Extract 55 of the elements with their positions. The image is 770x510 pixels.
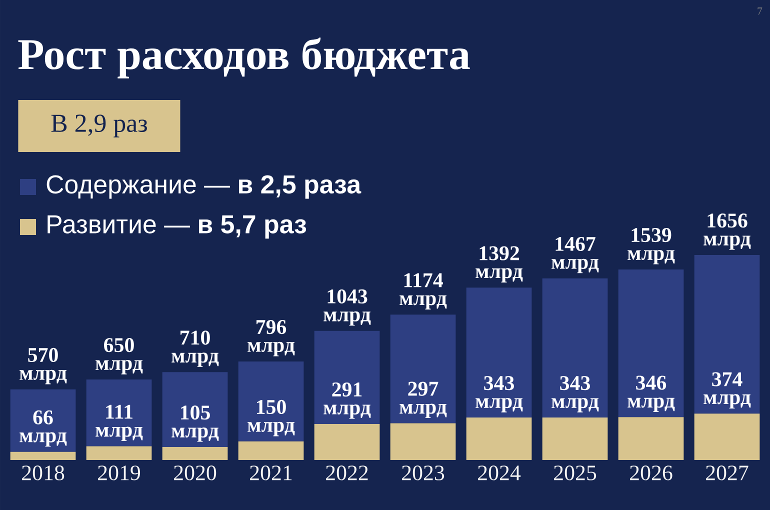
bar [314,424,380,460]
data-label: 343 млрд [552,376,599,412]
data-label: 374 млрд [704,372,751,408]
x-tick-label: 2026 [630,466,672,480]
data-label: 346 млрд [628,376,675,412]
total-label: 1467 млрд [552,236,599,274]
x-tick-label: 2027 [706,466,748,480]
total-label: 1539 млрд [628,228,675,264]
bar [86,380,152,446]
bar [10,452,76,460]
bar [618,269,684,418]
bar [542,418,608,460]
bar [694,414,760,460]
data-label: 105 млрд [172,405,219,442]
data-label: 66 млрд [20,410,67,447]
bar [618,417,684,460]
x-tick-label: 2018 [22,466,64,480]
legend-label: Развитие — в 5,7 раз [48,215,306,239]
data-label: 111 млрд [96,404,143,442]
bar [162,446,228,460]
data-label: 343 млрд [476,376,523,412]
x-tick-label: 2019 [98,466,140,480]
x-tick-label: 2020 [174,466,216,480]
x-tick-label: 2021 [250,466,292,480]
bar [162,372,228,447]
bar [314,330,380,424]
bar [466,288,532,418]
bar [694,254,760,414]
total-label: 570 млрд [20,348,67,384]
data-label: 291 млрд [324,382,371,419]
x-tick-label: 2025 [554,466,596,480]
x-tick-label: 2022 [326,466,368,480]
bar [390,314,456,424]
bar [390,423,456,460]
total-label: 796 млрд [248,320,295,356]
bar [238,361,304,442]
x-tick-label: 2024 [478,466,521,480]
bar [542,278,608,418]
total-label: 710 млрд [172,330,219,367]
bar [238,441,304,460]
chart-title: Рост расходов бюджета [18,38,470,78]
total-label: 650 млрд [96,338,143,374]
text: 7 [758,8,762,15]
data-label: 297 млрд [400,382,447,418]
total-label: 1043 млрд [324,289,371,326]
total-label: 1174 млрд [400,273,447,310]
chart-subtitle: В 2,9 раз [51,114,147,138]
bar [466,418,532,460]
bar [86,446,152,460]
x-tick-label: 2023 [402,466,444,480]
legend-label: Содержание — в 2,5 раза [46,175,362,199]
total-label: 1392 млрд [476,246,523,282]
data-label: 150 млрд [248,400,295,436]
total-label: 1656 млрд [704,214,751,250]
bar [10,389,76,452]
